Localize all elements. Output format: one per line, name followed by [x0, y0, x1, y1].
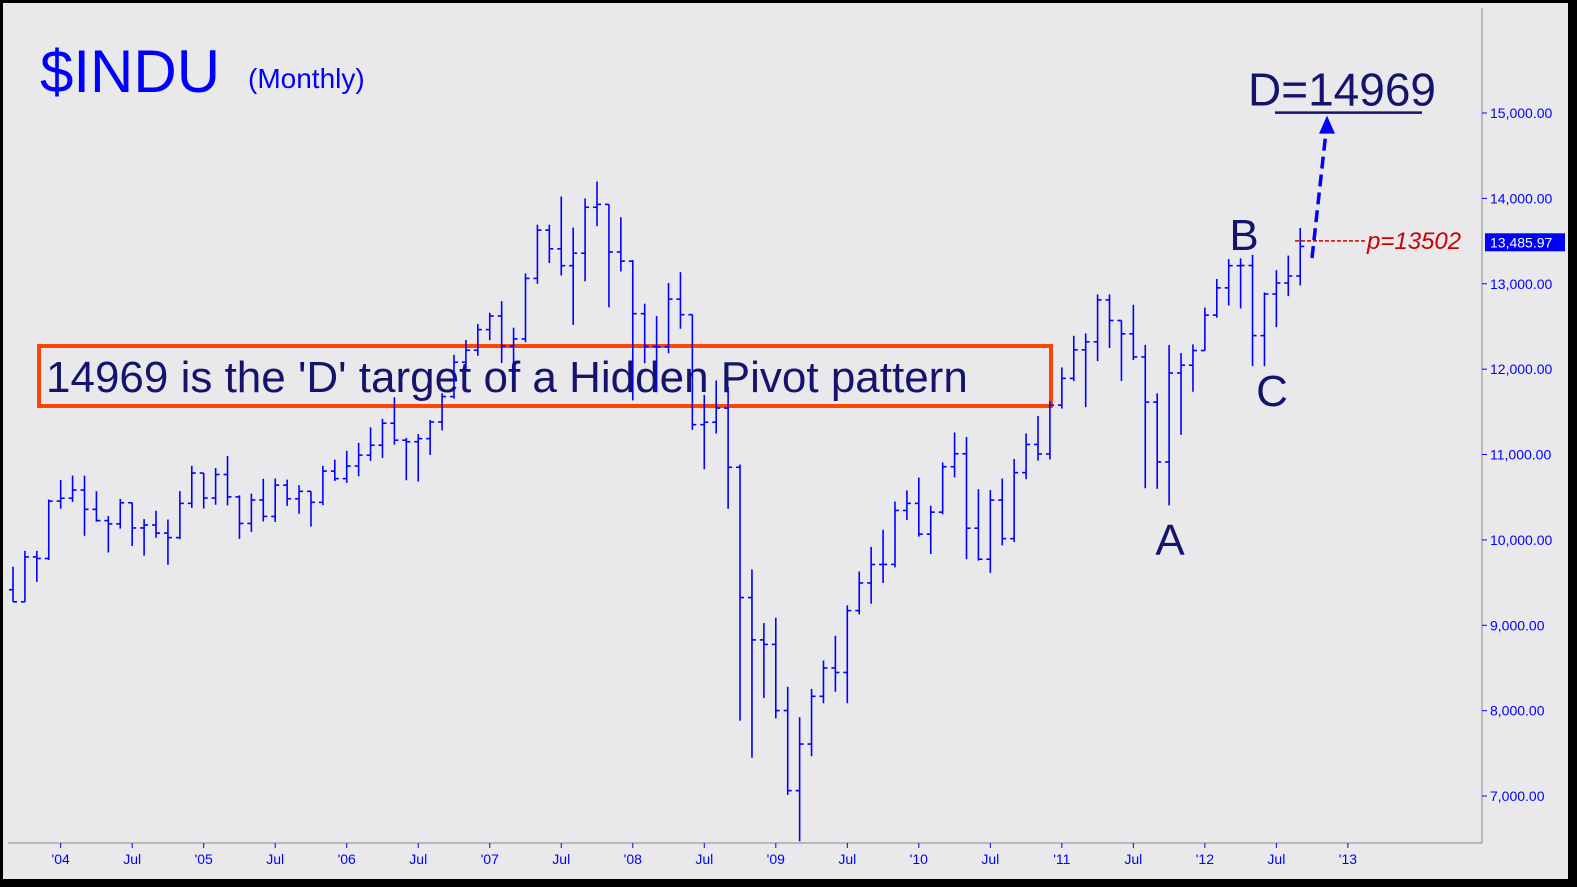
annotation: 14969 is the 'D' target of a Hidden Pivo…	[46, 353, 968, 402]
x-tick-label: '07	[481, 851, 499, 867]
arrow-head	[1319, 115, 1335, 134]
annotation-box	[37, 344, 1053, 408]
x-tick-label: '13	[1339, 851, 1357, 867]
chart-subtitle: (Monthly)	[248, 63, 365, 94]
y-tick-label: 7,000.00	[1490, 788, 1545, 804]
y-tick-label: 13,000.00	[1490, 276, 1552, 292]
x-tick-label: Jul	[838, 851, 856, 867]
x-tick-label: Jul	[1267, 851, 1285, 867]
target-arrow	[1310, 131, 1328, 259]
y-tick-label: 12,000.00	[1490, 361, 1552, 377]
y-tick-label: 8,000.00	[1490, 703, 1545, 719]
last-price-label: 13,485.97	[1490, 234, 1552, 250]
x-tick-label: '04	[52, 851, 70, 867]
point-label: A	[1155, 516, 1185, 565]
x-tick-label: Jul	[123, 851, 141, 867]
x-tick-label: Jul	[1124, 851, 1142, 867]
point-label: C	[1256, 367, 1288, 416]
point-label: B	[1229, 211, 1258, 260]
y-tick-label: 11,000.00	[1490, 447, 1551, 463]
x-tick-label: '10	[910, 851, 928, 867]
x-tick-label: Jul	[409, 851, 427, 867]
x-tick-label: Jul	[695, 851, 713, 867]
y-tick-label: 14,000.00	[1490, 190, 1552, 206]
x-tick-label: '11	[1053, 851, 1070, 867]
x-tick-label: '09	[767, 851, 785, 867]
pivot-label: p=13502	[1366, 228, 1461, 255]
x-tick-label: Jul	[552, 851, 570, 867]
y-tick-label: 9,000.00	[1490, 617, 1545, 633]
x-tick-label: Jul	[981, 851, 999, 867]
x-tick-label: '05	[195, 851, 213, 867]
last-price-tag	[1485, 233, 1565, 252]
target-label: D=14969	[1248, 64, 1436, 116]
chart-title: $INDU	[40, 38, 220, 105]
y-tick-label: 10,000.00	[1490, 532, 1552, 548]
x-tick-label: '08	[624, 851, 642, 867]
x-tick-label: Jul	[266, 851, 284, 867]
x-tick-label: '12	[1196, 851, 1214, 867]
y-tick-label: 15,000.00	[1490, 105, 1552, 121]
background	[3, 3, 1568, 879]
x-tick-label: '06	[338, 851, 356, 867]
